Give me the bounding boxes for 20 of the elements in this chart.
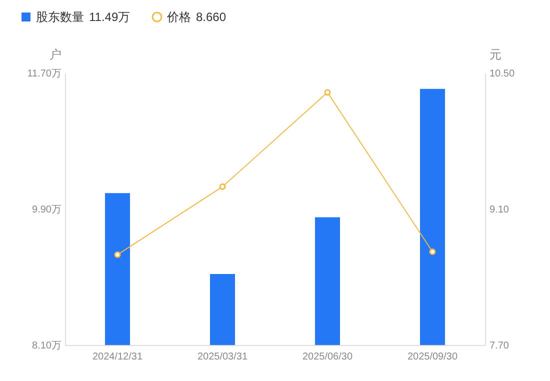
x-tick-label: 2025/06/30 <box>302 352 353 362</box>
y2-tick-label: 9.10 <box>490 204 510 216</box>
y2-tick-label: 10.50 <box>490 68 515 80</box>
point <box>324 89 331 96</box>
y-tick-label: 11.70万 <box>27 68 62 80</box>
point <box>219 183 226 190</box>
point <box>114 251 121 258</box>
y2-tick-label: 7.70 <box>490 340 510 352</box>
x-tick-label: 2025/09/30 <box>407 352 458 362</box>
legend-label: 价格 <box>166 10 191 24</box>
y-tick-label: 8.10万 <box>32 340 62 352</box>
y2-axis-title: 元 <box>490 48 502 62</box>
x-tick-label: 2024/12/31 <box>92 352 143 362</box>
legend-label: 股东数量 <box>36 10 84 24</box>
point <box>429 248 436 255</box>
y-tick-label: 9.90万 <box>32 204 62 216</box>
x-tick-label: 2025/03/31 <box>197 352 248 362</box>
text: 8.660 <box>196 10 226 24</box>
text: 11.49万 <box>89 10 130 24</box>
y-axis-title: 户 <box>50 48 62 62</box>
